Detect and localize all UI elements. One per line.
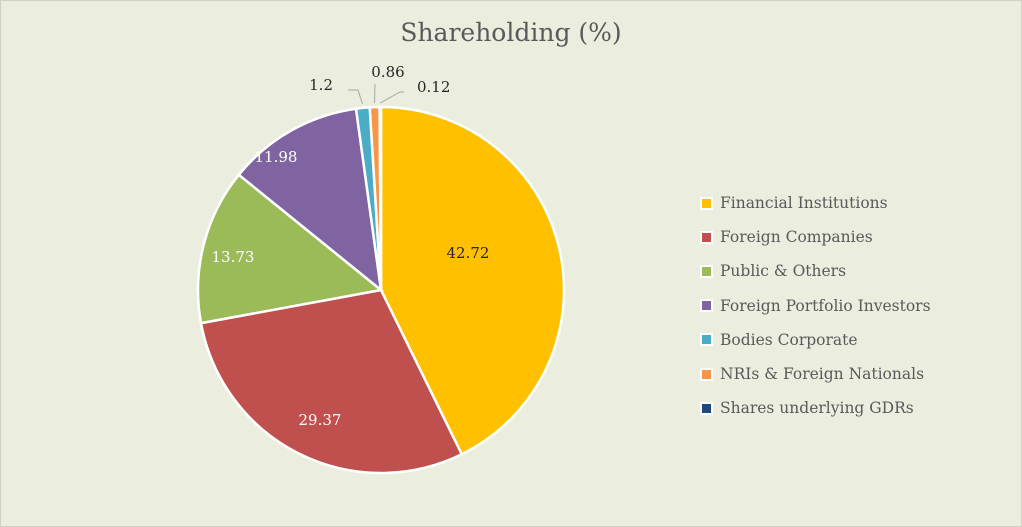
pie-slice: [199, 288, 464, 475]
pie-slice: [237, 107, 383, 293]
legend-label: Foreign Portfolio Investors: [720, 296, 931, 315]
legend-swatch-icon: [700, 196, 713, 210]
legend: Financial Institutions Foreign Companies P…: [700, 186, 931, 425]
legend-item: Public & Others: [700, 254, 931, 288]
data-label: 0.12: [417, 78, 450, 96]
pie-slice: [196, 173, 384, 325]
data-label: 29.37: [299, 411, 342, 429]
data-label: 42.72: [447, 244, 490, 262]
legend-label: Bodies Corporate: [720, 330, 858, 349]
legend-item: Foreign Portfolio Investors: [700, 289, 931, 323]
legend-label: NRIs & Foreign Nationals: [720, 365, 925, 384]
legend-swatch-icon: [700, 264, 713, 278]
legend-item: Financial Institutions: [700, 186, 931, 220]
legend-label: Shares underlying GDRs: [720, 399, 914, 418]
legend-item: Shares underlying GDRs: [700, 391, 931, 425]
pie-slice: [379, 105, 566, 456]
legend-swatch-icon: [700, 299, 713, 313]
legend-swatch-icon: [700, 230, 713, 244]
data-label: 1.2: [309, 76, 333, 94]
pie-slice: [378, 105, 383, 291]
legend-swatch-icon: [700, 333, 713, 347]
legend-label: Foreign Companies: [720, 228, 873, 247]
data-label: 0.86: [371, 63, 404, 81]
data-label: 13.73: [212, 248, 255, 266]
chart-title: Shareholding (%): [400, 18, 622, 47]
leader-line: [348, 89, 363, 105]
leader-line: [380, 91, 404, 104]
legend-label: Financial Institutions: [720, 194, 888, 213]
legend-item: Bodies Corporate: [700, 323, 931, 357]
data-label: 11.98: [255, 148, 298, 166]
legend-item: NRIs & Foreign Nationals: [700, 357, 931, 391]
legend-label: Public & Others: [720, 262, 847, 281]
legend-swatch-icon: [700, 401, 713, 415]
legend-swatch-icon: [700, 367, 713, 381]
legend-item: Foreign Companies: [700, 220, 931, 254]
